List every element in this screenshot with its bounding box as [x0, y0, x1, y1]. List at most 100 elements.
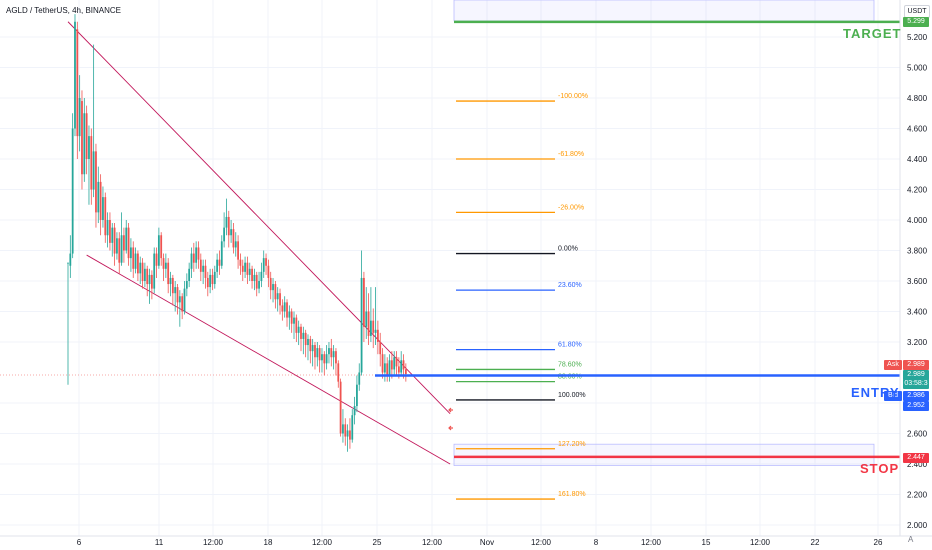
candle-body	[171, 277, 174, 294]
candle-body	[160, 235, 163, 259]
candle-body	[99, 181, 102, 220]
fib-label: -26.00%	[558, 204, 584, 211]
candle-body	[374, 329, 377, 333]
candle-body	[223, 227, 226, 242]
candle-body	[253, 274, 256, 281]
candle-body	[227, 216, 230, 236]
candle-body	[251, 268, 253, 281]
time-tick-label: 8	[594, 538, 599, 547]
candle-body	[337, 363, 340, 382]
target-zone-box[interactable]	[453, 0, 875, 22]
candle-body	[218, 259, 221, 266]
price-tick-label: 5.200	[907, 33, 928, 42]
trendline-upper[interactable]	[67, 21, 451, 414]
fib-label: -100.00%	[558, 93, 588, 100]
candle-body	[267, 265, 270, 278]
candle-body	[139, 262, 142, 274]
candle-body	[213, 271, 216, 285]
candle-body	[90, 136, 93, 190]
candle-body	[146, 268, 149, 285]
candle-body	[290, 311, 293, 324]
candle-body	[365, 311, 368, 327]
candle-body	[132, 247, 135, 269]
price-tick-label: 4.400	[907, 155, 928, 164]
candle-body	[74, 21, 76, 129]
candle-body	[150, 274, 153, 289]
candle-body	[370, 320, 372, 336]
candle-body	[234, 241, 237, 248]
price-tick-label: 3.800	[907, 247, 928, 256]
candlesticks	[67, 14, 407, 452]
time-tick-label: 15	[702, 538, 711, 547]
candle-body	[155, 253, 158, 266]
low-price-tag: 2.952	[903, 401, 929, 411]
candle-body	[232, 229, 235, 248]
target-price-tag: 5.299	[903, 17, 929, 27]
candle-body	[376, 329, 379, 342]
candle-body	[311, 345, 314, 352]
bid-price-tag: 2.986	[903, 391, 929, 401]
candle-body	[192, 253, 195, 263]
price-tick-label: 3.200	[907, 338, 928, 347]
time-axis: 6 11 12:00 18 12:00 25 12:00 Nov 12:00 8 12:00 15 12…	[77, 538, 883, 547]
candle-body	[225, 216, 228, 228]
last-price-tag: 2.989	[903, 370, 929, 380]
candle-body	[230, 229, 232, 236]
candle-body	[335, 351, 337, 364]
candle-body	[279, 293, 281, 306]
candle-body	[262, 258, 265, 272]
symbol-title[interactable]: AGLD / TetherUS, 4h, BINANCE	[6, 6, 122, 15]
candle-body	[78, 98, 81, 137]
stop-zone-box[interactable]	[453, 443, 875, 466]
fib-label: 0.00%	[558, 246, 578, 253]
fib-label: 127.20%	[558, 441, 586, 448]
time-tick-label: 6	[77, 538, 82, 547]
candle-body	[188, 268, 191, 281]
candle-body	[169, 277, 172, 285]
time-tick-label: 25	[373, 538, 382, 547]
candle-body	[95, 151, 97, 213]
time-tick-label: 18	[264, 538, 273, 547]
arrow-left-icon	[448, 425, 453, 431]
candle-body	[358, 372, 361, 385]
candle-body	[328, 348, 330, 355]
candle-body	[183, 288, 186, 312]
candle-body	[111, 227, 114, 243]
candle-body	[83, 113, 86, 175]
candle-body	[143, 268, 146, 281]
candle-body	[123, 235, 125, 251]
fib-label: -61.80%	[558, 151, 584, 158]
candle-body	[255, 274, 258, 289]
candle-body	[283, 302, 286, 312]
candle-body	[97, 181, 100, 213]
candle-body	[265, 258, 267, 266]
candle-body	[92, 151, 95, 190]
price-tick-label: 5.000	[907, 64, 928, 73]
candle-body	[314, 345, 316, 358]
candle-body	[339, 381, 342, 434]
price-tick-label: 3.400	[907, 308, 928, 317]
candle-body	[363, 277, 365, 327]
bid-label: Bid	[884, 391, 902, 401]
candle-body	[288, 311, 291, 318]
time-tick-label: 26	[874, 538, 883, 547]
candle-body	[379, 342, 382, 355]
candle-body	[246, 262, 249, 275]
target-label: TARGET	[843, 26, 902, 41]
candle-body	[137, 253, 139, 274]
candle-body	[109, 220, 111, 243]
candle-body	[293, 317, 295, 324]
candle-body	[286, 302, 288, 318]
price-tick-label: 2.200	[907, 491, 928, 500]
tradingview-logo-icon[interactable]: A	[908, 535, 914, 544]
candle-body	[269, 277, 272, 291]
candle-body	[71, 128, 74, 254]
candle-body	[397, 366, 400, 373]
candle-body	[300, 326, 302, 339]
candle-body	[220, 241, 223, 266]
candle-body	[164, 262, 167, 269]
candle-body	[307, 338, 309, 346]
candle-body	[302, 332, 305, 339]
time-tick-label: 22	[811, 538, 820, 547]
